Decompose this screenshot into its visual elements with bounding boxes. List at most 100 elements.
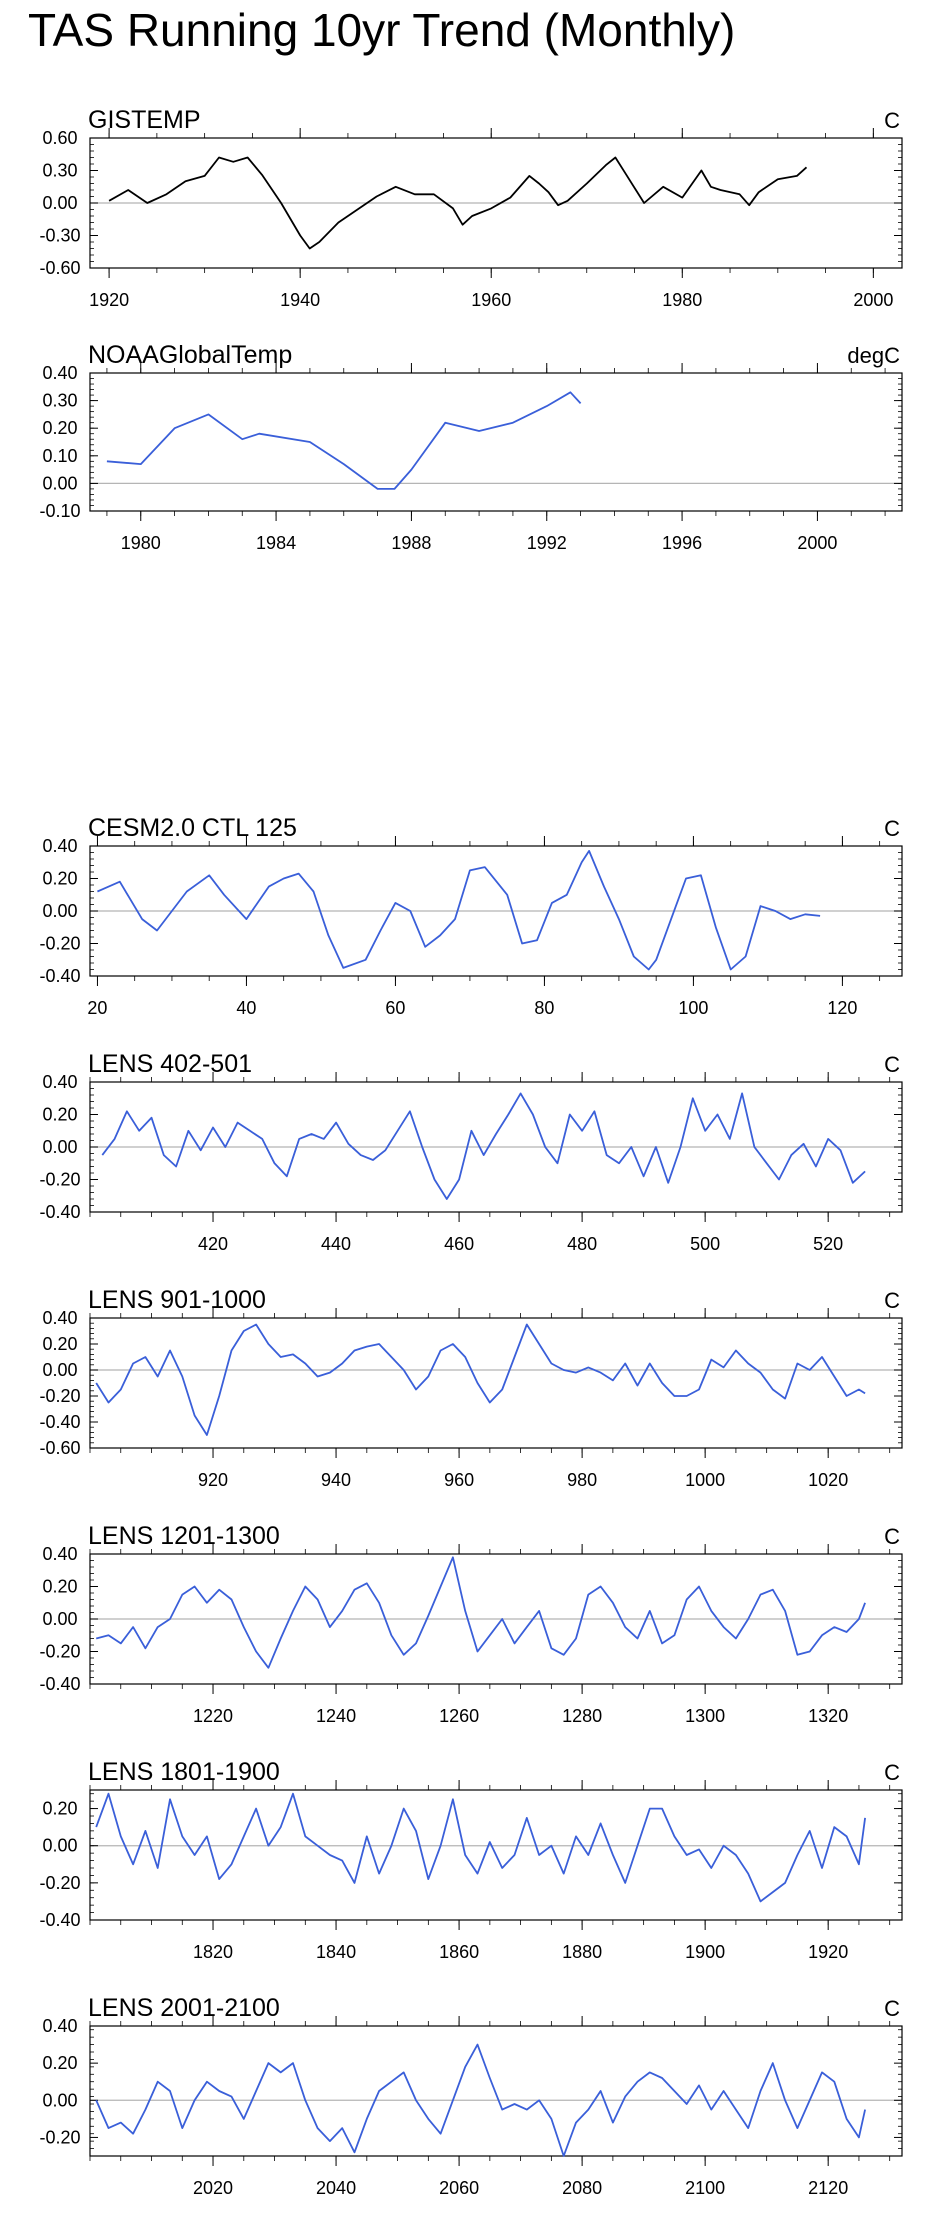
panel-units: C: [884, 1760, 900, 1785]
y-tick-label: 0.30: [42, 161, 77, 181]
x-tick-label: 120: [827, 998, 857, 1018]
panel-units: degC: [847, 343, 900, 368]
y-tick-label: 0.20: [42, 2053, 77, 2073]
x-tick-label: 1320: [808, 1706, 848, 1726]
x-tick-label: 1880: [562, 1942, 602, 1962]
y-tick-label: 0.60: [42, 128, 77, 148]
y-tick-label: 0.30: [42, 391, 77, 411]
x-tick-label: 420: [198, 1234, 228, 1254]
x-tick-label: 1940: [280, 290, 320, 310]
y-tick-label: -0.20: [39, 1873, 80, 1893]
y-tick-label: 0.40: [42, 836, 77, 856]
chart-panel-gistemp: GISTEMP C -0.60 -0.30 0.00 0.30 0.60 1920 1940 19…: [39, 106, 903, 310]
y-tick-label: 0.10: [42, 446, 77, 466]
plot-frame: [89, 2025, 903, 2157]
x-tick-label: 460: [444, 1234, 474, 1254]
x-tick-label: 980: [567, 1470, 597, 1490]
panel-title: LENS 1801-1900: [88, 1758, 280, 1786]
plot-frame: [89, 1789, 903, 1921]
panel-title: LENS 901-1000: [88, 1286, 266, 1314]
x-tick-label: 1260: [439, 1706, 479, 1726]
chart-panel-lens-901-1000: LENS 901-1000 C -0.60 -0.40 -0.20 0.00 0.20 0.4…: [39, 1286, 903, 1490]
x-tick-label: 1988: [391, 533, 431, 553]
y-tick-label: -0.40: [39, 966, 80, 986]
panel-units: C: [884, 1996, 900, 2021]
panel-units: C: [884, 1288, 900, 1313]
y-tick-label: 0.00: [42, 901, 77, 921]
y-tick-label: 0.00: [42, 1609, 77, 1629]
x-tick-label: 1300: [685, 1706, 725, 1726]
plot-frame: [89, 1317, 903, 1449]
y-tick-label: 0.40: [42, 363, 77, 383]
x-tick-label: 2000: [797, 533, 837, 553]
y-tick-label: 0.20: [42, 869, 77, 889]
panel-title: GISTEMP: [88, 106, 201, 134]
y-tick-label: -0.40: [39, 1910, 80, 1930]
x-tick-label: 1920: [808, 1942, 848, 1962]
panel-title: NOAAGlobalTemp: [88, 341, 292, 369]
x-tick-label: 1920: [89, 290, 129, 310]
y-tick-label: 0.20: [42, 1334, 77, 1354]
y-tick-label: -0.40: [39, 1202, 80, 1222]
chart-panel-lens-1201-1300: LENS 1201-1300 C -0.40 -0.20 0.00 0.20 0.40 122…: [39, 1522, 903, 1726]
x-tick-label: 2020: [193, 2178, 233, 2198]
panel-title: LENS 2001-2100: [88, 1994, 280, 2022]
chart-panel-lens-1801-1900: LENS 1801-1900 C -0.40 -0.20 0.00 0.20 1820 184…: [39, 1758, 903, 1962]
x-tick-label: 480: [567, 1234, 597, 1254]
y-tick-label: -0.20: [39, 1642, 80, 1662]
x-tick-label: 1860: [439, 1942, 479, 1962]
y-tick-label: -0.10: [39, 501, 80, 521]
x-tick-label: 1240: [316, 1706, 356, 1726]
x-tick-label: 2000: [853, 290, 893, 310]
x-tick-label: 1980: [662, 290, 702, 310]
y-tick-label: 0.00: [42, 1836, 77, 1856]
y-tick-label: -0.60: [39, 258, 80, 278]
x-tick-label: 80: [534, 998, 554, 1018]
series-line: [108, 156, 808, 250]
series-line: [101, 1092, 866, 1200]
chart-panel-cesm2-ctl-125: CESM2.0 CTL 125 C -0.40 -0.20 0.00 0.20 0.40 20…: [39, 814, 903, 1018]
panel-title: LENS 402-501: [88, 1050, 252, 1078]
panel-units: C: [884, 1052, 900, 1077]
x-tick-label: 500: [690, 1234, 720, 1254]
x-tick-label: 1820: [193, 1942, 233, 1962]
panel-units: C: [884, 108, 900, 133]
series-line: [106, 391, 582, 490]
x-tick-label: 1984: [256, 533, 296, 553]
y-tick-label: 0.00: [42, 473, 77, 493]
x-tick-label: 60: [385, 998, 405, 1018]
x-tick-label: 940: [321, 1470, 351, 1490]
x-tick-label: 2060: [439, 2178, 479, 2198]
plot-frame: [89, 372, 903, 512]
x-tick-label: 1280: [562, 1706, 602, 1726]
chart-panel-noaaglobaltemp: NOAAGlobalTemp degC -0.10 0.00 0.10 0.20 0.30 0…: [39, 341, 903, 553]
x-tick-label: 1992: [527, 533, 567, 553]
chart-panel-lens-402-501: LENS 402-501 C -0.40 -0.20 0.00 0.20 0.40 420 44…: [39, 1050, 903, 1254]
y-tick-label: -0.60: [39, 1438, 80, 1458]
series-line: [95, 1792, 866, 1903]
x-tick-label: 1900: [685, 1942, 725, 1962]
y-tick-label: 0.20: [42, 1577, 77, 1597]
y-tick-label: 0.00: [42, 2090, 77, 2110]
x-tick-label: 440: [321, 1234, 351, 1254]
x-tick-label: 2040: [316, 2178, 356, 2198]
x-tick-label: 1000: [685, 1470, 725, 1490]
x-tick-label: 20: [87, 998, 107, 1018]
x-tick-label: 1020: [808, 1470, 848, 1490]
y-tick-label: 0.20: [42, 1799, 77, 1819]
series-line: [97, 850, 821, 971]
series-line: [95, 1556, 866, 1669]
y-tick-label: 0.40: [42, 2016, 77, 2036]
panel-units: C: [884, 1524, 900, 1549]
y-tick-label: -0.30: [39, 226, 80, 246]
x-tick-label: 2100: [685, 2178, 725, 2198]
y-tick-label: -0.20: [39, 2127, 80, 2147]
panel-units: C: [884, 816, 900, 841]
chart-panel-lens-2001-2100: LENS 2001-2100 C -0.20 0.00 0.20 0.40 2020 2040…: [39, 1994, 903, 2198]
y-tick-label: -0.20: [39, 1170, 80, 1190]
page-title: TAS Running 10yr Trend (Monthly): [28, 4, 736, 56]
x-tick-label: 1220: [193, 1706, 233, 1726]
x-tick-label: 2120: [808, 2178, 848, 2198]
y-tick-label: 0.00: [42, 1137, 77, 1157]
y-tick-label: 0.00: [42, 1360, 77, 1380]
